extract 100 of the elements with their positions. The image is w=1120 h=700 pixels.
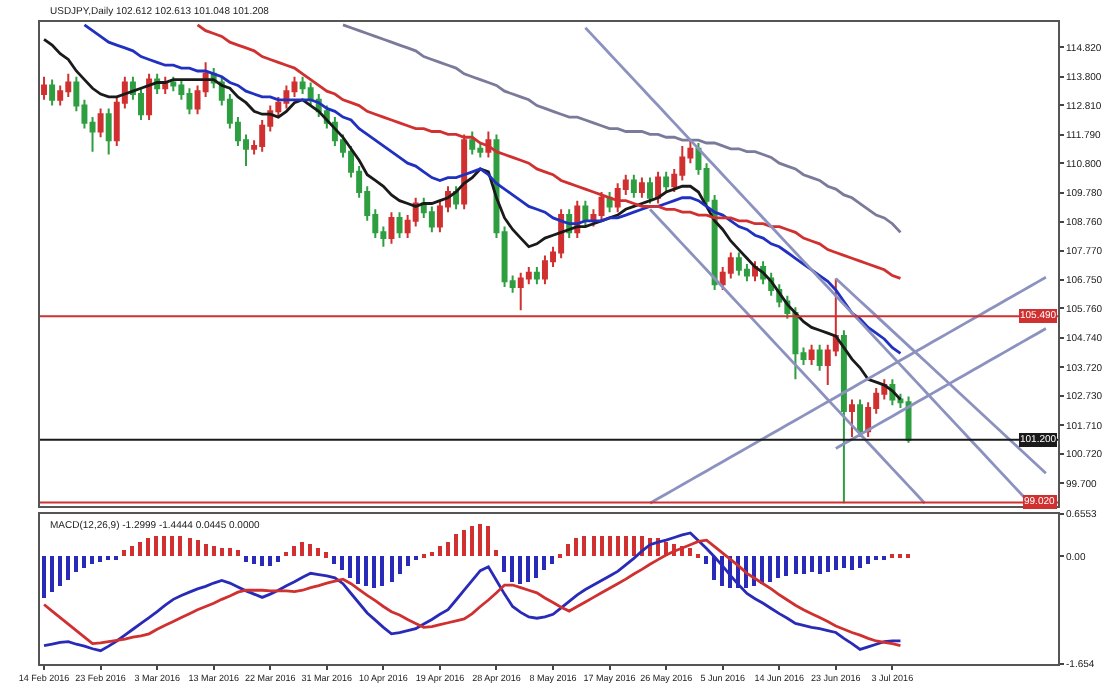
bar	[834, 555, 838, 570]
bar	[794, 555, 798, 574]
bar	[600, 535, 604, 556]
bar	[688, 547, 692, 556]
bar	[592, 535, 596, 556]
bar	[276, 555, 280, 562]
bar	[704, 555, 708, 564]
line-series	[42, 37, 902, 401]
line-series	[83, 23, 902, 355]
candlestick	[186, 87, 193, 116]
candlestick	[533, 265, 540, 286]
bar	[624, 535, 628, 556]
bar	[66, 555, 70, 580]
bar	[332, 555, 336, 564]
candlestick	[655, 170, 662, 205]
candlestick	[428, 205, 435, 234]
bar	[518, 555, 522, 584]
candlestick	[816, 343, 823, 372]
bar	[162, 535, 166, 556]
candlestick	[388, 211, 395, 245]
bar	[260, 555, 264, 566]
bar	[292, 545, 296, 556]
bar	[462, 529, 466, 556]
candlestick	[517, 271, 524, 312]
candlestick	[849, 398, 855, 438]
bar	[398, 555, 402, 574]
bar	[760, 555, 764, 584]
candlestick	[840, 329, 847, 505]
candlestick	[49, 78, 56, 107]
candlestick	[453, 185, 460, 211]
bar	[196, 539, 200, 556]
bar	[390, 555, 394, 582]
bar	[316, 547, 320, 556]
bar	[842, 555, 846, 568]
candlestick	[485, 130, 492, 159]
bar	[802, 555, 806, 574]
bar	[308, 543, 312, 556]
bar	[268, 555, 272, 566]
bar	[438, 545, 442, 556]
bar	[348, 555, 352, 578]
bar	[82, 555, 86, 568]
bar	[510, 555, 514, 582]
bar	[454, 533, 458, 556]
bar	[130, 545, 134, 556]
candlestick	[598, 191, 605, 222]
candlestick	[170, 75, 177, 93]
bar	[608, 535, 612, 556]
bar	[154, 535, 158, 556]
bar	[146, 537, 150, 556]
candlestick	[638, 176, 645, 199]
candlestick	[614, 182, 621, 214]
bar	[244, 555, 248, 562]
candlestick	[808, 343, 815, 366]
candlestick	[857, 398, 864, 438]
bar	[178, 535, 182, 556]
bar	[340, 555, 344, 570]
bar	[324, 551, 328, 558]
bar	[826, 555, 830, 572]
bar	[550, 555, 554, 564]
candlestick	[146, 72, 153, 121]
bar	[446, 541, 450, 556]
bar	[850, 555, 854, 570]
bar	[122, 549, 126, 556]
bar	[170, 535, 174, 556]
bar	[810, 555, 814, 572]
candlestick	[105, 107, 112, 156]
bar	[42, 555, 46, 598]
bar	[768, 555, 772, 582]
bar	[784, 555, 788, 576]
candlestick	[663, 170, 670, 193]
candlestick	[396, 211, 403, 240]
bar	[542, 555, 546, 570]
candlestick	[97, 107, 104, 139]
bar	[534, 555, 538, 578]
candlestick	[299, 75, 306, 96]
bar	[364, 555, 368, 586]
bar	[582, 535, 586, 556]
bar	[380, 555, 384, 586]
bar	[90, 555, 94, 564]
bar	[574, 537, 578, 556]
bar	[712, 555, 716, 580]
bar	[502, 555, 506, 572]
bar	[212, 545, 216, 556]
candlestick	[905, 395, 912, 444]
candlestick	[541, 254, 548, 286]
bar	[138, 541, 142, 556]
bar	[372, 555, 376, 588]
candlestick	[735, 251, 742, 277]
bar	[526, 555, 530, 582]
bar	[866, 555, 870, 564]
line-series	[341, 23, 902, 234]
bar	[50, 555, 54, 592]
bar	[776, 555, 780, 578]
candlestick	[647, 176, 653, 205]
bar	[220, 547, 224, 556]
bar	[632, 535, 636, 556]
bar	[236, 549, 240, 556]
bar	[204, 543, 208, 556]
bar	[252, 555, 256, 564]
bar	[74, 555, 78, 572]
